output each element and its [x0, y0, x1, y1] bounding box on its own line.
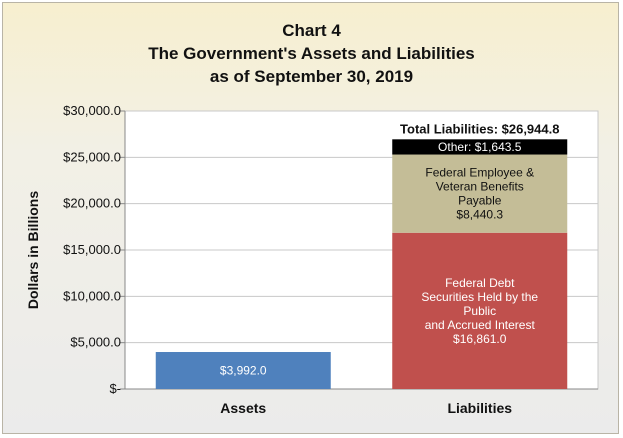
data-label: Veteran Benefits [436, 180, 524, 194]
data-label: Securities Held by the [421, 290, 538, 304]
data-label: Federal Debt [445, 276, 515, 290]
x-category-label: Assets [220, 400, 266, 416]
data-label: Public [463, 304, 496, 318]
data-label: $3,992.0 [220, 364, 267, 378]
bar-segment [392, 232, 568, 389]
chart-title-line-3: as of September 30, 2019 [209, 67, 414, 86]
y-axis-label: Dollars in Billions [25, 191, 41, 309]
y-tick-label: $25,000.0 [63, 149, 121, 164]
data-label: $16,861.0 [453, 332, 507, 346]
bar-segment [392, 154, 568, 233]
y-tick-label: $5,000.0 [70, 335, 121, 350]
data-label: $8,440.3 [456, 208, 503, 222]
data-label: Payable [458, 194, 502, 208]
bar-segment [392, 139, 568, 155]
y-tick-label: $- [109, 381, 121, 396]
y-tick-label: $10,000.0 [63, 288, 121, 303]
chart-title-line-2: The Government's Assets and Liabilities [148, 44, 475, 63]
bar-segment [155, 352, 331, 389]
x-category-label: Liabilities [447, 400, 512, 416]
data-label: Federal Employee & [425, 166, 534, 180]
y-tick-label: $15,000.0 [63, 242, 121, 257]
data-label: Other: $1,643.5 [438, 140, 522, 154]
chart-title-line-1: Chart 4 [282, 21, 341, 40]
y-tick-label: $30,000.0 [63, 103, 121, 118]
total-label: Total Liabilities: $26,944.8 [400, 121, 559, 136]
y-tick-label: $20,000.0 [63, 196, 121, 211]
data-label: and Accrued Interest [425, 318, 536, 332]
